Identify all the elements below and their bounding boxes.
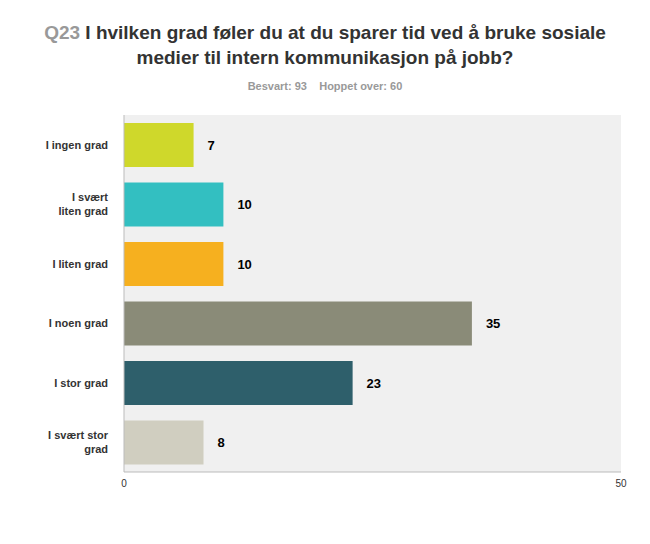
svg-text:I ingen grad: I ingen grad	[46, 139, 108, 151]
svg-text:23: 23	[367, 376, 381, 391]
svg-text:10: 10	[237, 257, 251, 272]
svg-text:I noen grad: I noen grad	[49, 317, 108, 329]
svg-text:7: 7	[208, 138, 215, 153]
svg-text:I svært storgrad: I svært storgrad	[48, 429, 109, 455]
svg-text:0: 0	[121, 478, 127, 489]
svg-text:8: 8	[218, 435, 225, 450]
svg-text:I liten grad: I liten grad	[52, 258, 108, 270]
html-text:Q23 I hvilken grad føler du at: Q23 I hvilken grad føler du at du sparer…	[44, 22, 606, 68]
svg-text:35: 35	[486, 316, 500, 331]
svg-text:50: 50	[615, 478, 627, 489]
html-text:Besvart: 93 Hoppet over: 60: Besvart: 93 Hoppet over: 60	[247, 80, 403, 92]
svg-text:10: 10	[237, 197, 251, 212]
svg-text:I stor grad: I stor grad	[54, 377, 108, 389]
svg-text:I sværtliten grad: I sværtliten grad	[58, 191, 108, 217]
